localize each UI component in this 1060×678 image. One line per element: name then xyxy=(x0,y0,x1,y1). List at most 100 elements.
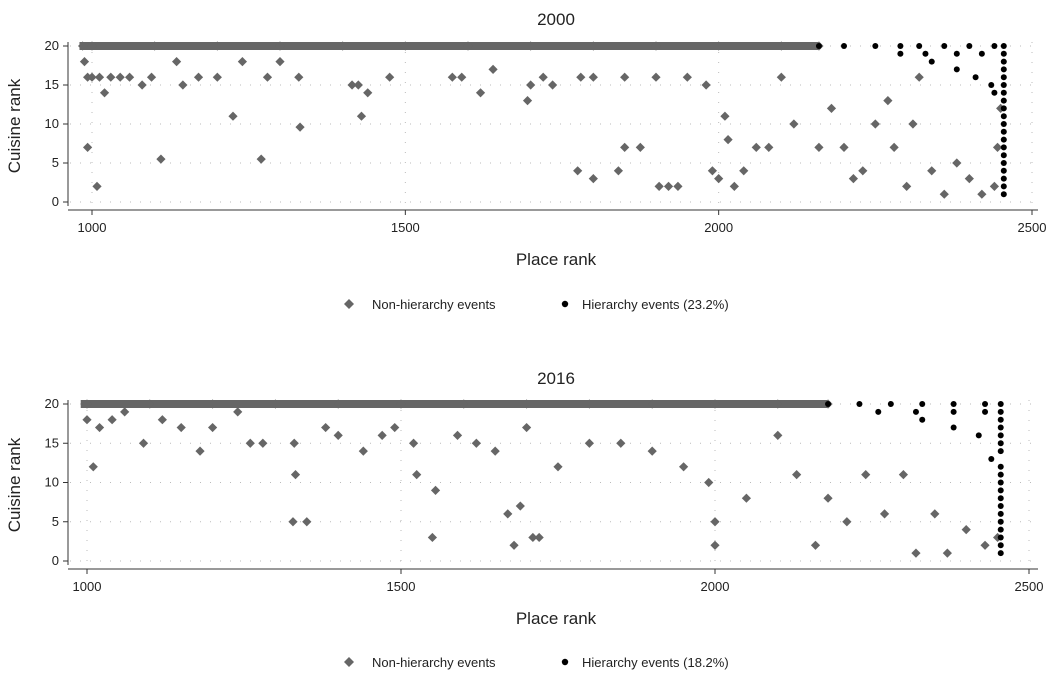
point-hierarchy xyxy=(1000,89,1007,96)
point-hierarchy xyxy=(997,424,1004,431)
x-tick-label: 2500 xyxy=(1018,220,1047,235)
y-axis-label: Cuisine rank xyxy=(5,437,24,532)
point-non-hierarchy xyxy=(78,41,88,51)
point-non-hierarchy xyxy=(528,532,538,543)
point-non-hierarchy xyxy=(773,399,783,409)
point-non-hierarchy xyxy=(88,462,98,472)
point-non-hierarchy xyxy=(452,430,463,440)
point-non-hierarchy xyxy=(302,517,312,527)
legend: Non-hierarchy events Hierarchy events (2… xyxy=(344,297,729,312)
point-hierarchy xyxy=(997,518,1004,525)
point-non-hierarchy xyxy=(584,438,594,448)
point-non-hierarchy xyxy=(125,72,135,82)
point-hierarchy xyxy=(997,479,1004,486)
point-hierarchy xyxy=(912,408,919,415)
point-non-hierarchy xyxy=(588,72,598,82)
legend-label-hierarchy: Hierarchy events (23.2%) xyxy=(582,297,729,312)
point-non-hierarchy xyxy=(613,166,623,176)
point-non-hierarchy xyxy=(385,72,395,82)
point-hierarchy xyxy=(953,66,960,73)
y-tick-label: 15 xyxy=(45,435,59,450)
point-hierarchy xyxy=(997,440,1004,447)
point-hierarchy xyxy=(997,503,1004,510)
point-non-hierarchy xyxy=(338,41,348,51)
point-non-hierarchy xyxy=(321,422,331,433)
point-non-hierarchy xyxy=(87,41,97,51)
point-non-hierarchy xyxy=(883,96,893,106)
point-non-hierarchy xyxy=(258,438,268,448)
point-non-hierarchy xyxy=(156,154,166,164)
point-non-hierarchy xyxy=(228,111,238,121)
point-non-hierarchy xyxy=(553,462,563,472)
point-hierarchy xyxy=(997,448,1004,455)
point-hierarchy xyxy=(872,43,879,49)
point-hierarchy xyxy=(997,416,1004,423)
point-non-hierarchy xyxy=(961,525,971,535)
point-non-hierarchy xyxy=(408,438,419,448)
point-non-hierarchy xyxy=(459,399,469,409)
point-non-hierarchy xyxy=(412,470,422,480)
point-non-hierarchy xyxy=(333,430,343,440)
point-non-hierarchy xyxy=(741,493,751,503)
point-hierarchy xyxy=(1000,58,1007,65)
x-tick-label: 1500 xyxy=(391,220,420,235)
point-hierarchy xyxy=(997,550,1004,557)
point-non-hierarchy xyxy=(256,154,266,164)
point-non-hierarchy xyxy=(889,142,899,152)
point-hierarchy xyxy=(950,424,957,431)
point-hierarchy xyxy=(1000,152,1007,159)
series-band-non-hierarchy xyxy=(79,42,819,50)
point-non-hierarchy xyxy=(989,181,999,191)
point-non-hierarchy xyxy=(839,142,849,152)
point-non-hierarchy xyxy=(430,485,441,495)
x-tick-label: 2000 xyxy=(704,220,733,235)
point-hierarchy xyxy=(1000,136,1007,143)
point-non-hierarchy xyxy=(120,407,130,417)
point-non-hierarchy xyxy=(620,142,630,152)
point-non-hierarchy xyxy=(172,57,182,67)
chart-panel-2000: 2000 Cuisine rank Place rank 0 5 10 15 20 100… xyxy=(5,10,1046,312)
plot-area: 0 5 10 15 20 1000 1500 2000 2500 xyxy=(45,396,1044,594)
point-non-hierarchy xyxy=(710,517,720,527)
point-non-hierarchy xyxy=(270,399,280,409)
x-tick-label: 1000 xyxy=(73,579,102,594)
point-non-hierarchy xyxy=(720,111,730,121)
point-non-hierarchy xyxy=(673,181,683,191)
y-tick-label: 15 xyxy=(45,77,59,92)
point-non-hierarchy xyxy=(294,72,304,82)
x-axis-label: Place rank xyxy=(516,609,597,628)
point-hierarchy xyxy=(1000,97,1007,104)
point-non-hierarchy xyxy=(288,517,298,527)
point-non-hierarchy xyxy=(814,142,824,152)
point-hierarchy xyxy=(1000,175,1007,182)
point-non-hierarchy xyxy=(751,142,761,152)
point-non-hierarchy xyxy=(902,181,912,191)
point-non-hierarchy xyxy=(145,399,155,409)
point-non-hierarchy xyxy=(290,470,301,480)
point-hierarchy xyxy=(916,43,923,49)
point-non-hierarchy xyxy=(707,166,717,176)
point-hierarchy xyxy=(941,43,948,49)
point-non-hierarchy xyxy=(490,446,500,456)
plot-area: 0 5 10 15 20 1000 1500 2000 2500 xyxy=(45,38,1047,235)
point-hierarchy xyxy=(1000,66,1007,73)
point-non-hierarchy xyxy=(879,509,890,519)
point-non-hierarchy xyxy=(576,72,586,82)
point-hierarchy xyxy=(997,487,1004,494)
point-hierarchy xyxy=(997,495,1004,502)
point-hierarchy xyxy=(950,408,957,415)
point-non-hierarchy xyxy=(137,80,147,90)
point-non-hierarchy xyxy=(471,438,481,448)
point-hierarchy xyxy=(1000,144,1007,151)
point-hierarchy xyxy=(1000,183,1007,190)
legend-label-non-hierarchy: Non-hierarchy events xyxy=(372,297,496,312)
point-hierarchy xyxy=(997,408,1004,415)
point-non-hierarchy xyxy=(647,399,657,409)
point-hierarchy xyxy=(841,43,847,49)
point-non-hierarchy xyxy=(83,142,93,152)
point-non-hierarchy xyxy=(358,446,368,456)
point-non-hierarchy xyxy=(92,181,102,191)
point-hierarchy xyxy=(988,455,995,462)
point-hierarchy xyxy=(966,43,973,49)
